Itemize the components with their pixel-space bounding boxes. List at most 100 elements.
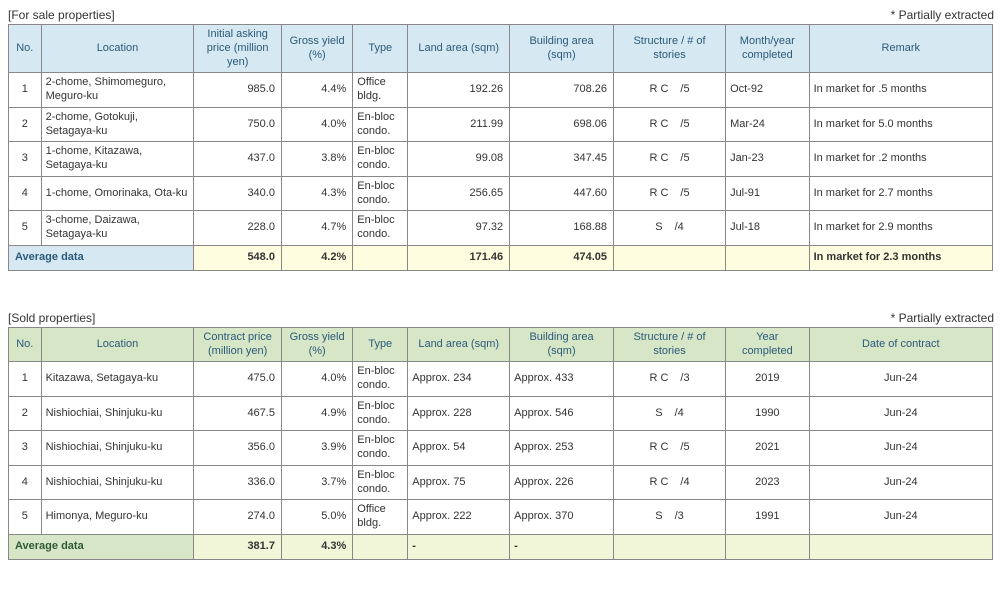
table-row: 4Nishiochiai, Shinjuku-ku336.03.7%En-blo… bbox=[9, 465, 993, 500]
cell-land: 99.08 bbox=[408, 142, 510, 177]
cell-remark: Jun-24 bbox=[809, 500, 992, 535]
cell-remark: In market for 5.0 months bbox=[809, 107, 992, 142]
cell-year: 2019 bbox=[726, 362, 810, 397]
cell-type: En-bloc condo. bbox=[353, 465, 408, 500]
for-sale-note: * Partially extracted bbox=[891, 8, 994, 22]
cell-location: 1-chome, Omorinaka, Ota-ku bbox=[41, 176, 194, 211]
cell-yield: 4.4% bbox=[281, 73, 352, 108]
cell-struct: R C/4 bbox=[614, 465, 726, 500]
h-land: Land area (sqm) bbox=[408, 25, 510, 73]
cell-location: Kitazawa, Setagaya-ku bbox=[41, 362, 194, 397]
cell-no: 2 bbox=[9, 107, 42, 142]
avg-bldg: 474.05 bbox=[510, 245, 614, 270]
cell-remark: In market for .2 months bbox=[809, 142, 992, 177]
cell-no: 3 bbox=[9, 142, 42, 177]
cell-land: 97.32 bbox=[408, 211, 510, 246]
for-sale-title: [For sale properties] bbox=[8, 8, 115, 22]
cell-year: Jan-23 bbox=[726, 142, 810, 177]
cell-yield: 4.0% bbox=[281, 107, 352, 142]
cell-year: Oct-92 bbox=[726, 73, 810, 108]
cell-yield: 3.9% bbox=[281, 431, 352, 466]
h-year: Year completed bbox=[726, 327, 810, 362]
sold-head: No. Location Contract price (million yen… bbox=[9, 327, 993, 362]
cell-price: 750.0 bbox=[194, 107, 282, 142]
avg-yield: 4.2% bbox=[281, 245, 352, 270]
cell-remark: Jun-24 bbox=[809, 431, 992, 466]
table-row: 5Himonya, Meguro-ku274.05.0%Office bldg.… bbox=[9, 500, 993, 535]
h-bldg: Building area (sqm) bbox=[510, 327, 614, 362]
for-sale-avg-row: Average data 548.0 4.2% 171.46 474.05 In… bbox=[9, 245, 993, 270]
avg-price: 381.7 bbox=[194, 534, 282, 559]
cell-bldg: Approx. 370 bbox=[510, 500, 614, 535]
cell-remark: Jun-24 bbox=[809, 362, 992, 397]
cell-bldg: Approx. 253 bbox=[510, 431, 614, 466]
cell-remark: In market for .5 months bbox=[809, 73, 992, 108]
cell-price: 274.0 bbox=[194, 500, 282, 535]
cell-struct: S/3 bbox=[614, 500, 726, 535]
cell-bldg: 447.60 bbox=[510, 176, 614, 211]
cell-land: Approx. 222 bbox=[408, 500, 510, 535]
cell-land: Approx. 75 bbox=[408, 465, 510, 500]
cell-no: 2 bbox=[9, 396, 42, 431]
cell-year: Mar-24 bbox=[726, 107, 810, 142]
h-type: Type bbox=[353, 327, 408, 362]
cell-location: 2-chome, Gotokuji, Setagaya-ku bbox=[41, 107, 194, 142]
cell-no: 5 bbox=[9, 500, 42, 535]
for-sale-table: No. Location Initial asking price (milli… bbox=[8, 24, 993, 271]
cell-price: 336.0 bbox=[194, 465, 282, 500]
h-struct: Structure / # of stories bbox=[614, 327, 726, 362]
cell-type: Office bldg. bbox=[353, 73, 408, 108]
cell-no: 3 bbox=[9, 431, 42, 466]
avg-year bbox=[726, 534, 810, 559]
cell-price: 340.0 bbox=[194, 176, 282, 211]
cell-bldg: Approx. 546 bbox=[510, 396, 614, 431]
cell-bldg: 168.88 bbox=[510, 211, 614, 246]
cell-no: 4 bbox=[9, 176, 42, 211]
cell-type: En-bloc condo. bbox=[353, 362, 408, 397]
cell-location: 1-chome, Kitazawa, Setagaya-ku bbox=[41, 142, 194, 177]
sold-table: No. Location Contract price (million yen… bbox=[8, 327, 993, 560]
h-loc: Location bbox=[41, 25, 194, 73]
cell-land: Approx. 54 bbox=[408, 431, 510, 466]
cell-yield: 3.8% bbox=[281, 142, 352, 177]
cell-location: 3-chome, Daizawa, Setagaya-ku bbox=[41, 211, 194, 246]
cell-struct: R C/5 bbox=[614, 176, 726, 211]
h-remark: Remark bbox=[809, 25, 992, 73]
cell-bldg: Approx. 433 bbox=[510, 362, 614, 397]
cell-no: 1 bbox=[9, 73, 42, 108]
cell-yield: 4.0% bbox=[281, 362, 352, 397]
sold-note: * Partially extracted bbox=[891, 311, 994, 325]
avg-remark: In market for 2.3 months bbox=[809, 245, 992, 270]
table-row: 2Nishiochiai, Shinjuku-ku467.54.9%En-blo… bbox=[9, 396, 993, 431]
cell-yield: 4.7% bbox=[281, 211, 352, 246]
h-bldg: Building area (sqm) bbox=[510, 25, 614, 73]
avg-struct bbox=[614, 245, 726, 270]
h-loc: Location bbox=[41, 327, 194, 362]
cell-year: Jul-91 bbox=[726, 176, 810, 211]
cell-bldg: Approx. 226 bbox=[510, 465, 614, 500]
h-no: No. bbox=[9, 327, 42, 362]
cell-type: Office bldg. bbox=[353, 500, 408, 535]
h-yield: Gross yield (%) bbox=[281, 327, 352, 362]
cell-remark: In market for 2.9 months bbox=[809, 211, 992, 246]
cell-year: 2021 bbox=[726, 431, 810, 466]
sold-title: [Sold properties] bbox=[8, 311, 95, 325]
avg-land: 171.46 bbox=[408, 245, 510, 270]
cell-year: 2023 bbox=[726, 465, 810, 500]
cell-price: 467.5 bbox=[194, 396, 282, 431]
h-struct: Structure / # of stories bbox=[614, 25, 726, 73]
table-row: 41-chome, Omorinaka, Ota-ku340.04.3%En-b… bbox=[9, 176, 993, 211]
cell-bldg: 708.26 bbox=[510, 73, 614, 108]
avg-bldg: - bbox=[510, 534, 614, 559]
cell-struct: R C/3 bbox=[614, 362, 726, 397]
h-yield: Gross yield (%) bbox=[281, 25, 352, 73]
cell-price: 475.0 bbox=[194, 362, 282, 397]
cell-type: En-bloc condo. bbox=[353, 142, 408, 177]
avg-land: - bbox=[408, 534, 510, 559]
cell-land: 211.99 bbox=[408, 107, 510, 142]
cell-price: 228.0 bbox=[194, 211, 282, 246]
cell-location: Himonya, Meguro-ku bbox=[41, 500, 194, 535]
cell-struct: R C/5 bbox=[614, 107, 726, 142]
cell-price: 356.0 bbox=[194, 431, 282, 466]
cell-yield: 4.3% bbox=[281, 176, 352, 211]
